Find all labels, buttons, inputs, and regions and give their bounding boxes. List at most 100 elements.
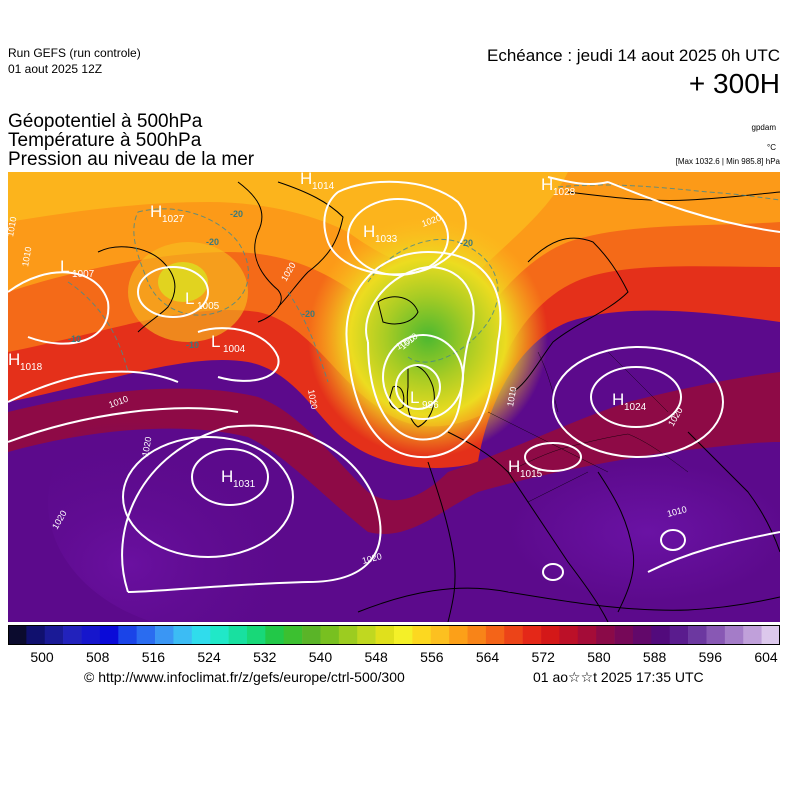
colorbar-tick-label: 548	[364, 649, 388, 665]
colorbar-swatch	[173, 625, 193, 645]
svg-text:L: L	[410, 388, 419, 407]
colorbar-swatch	[706, 625, 726, 645]
colorbar-tick-label: 516	[141, 649, 166, 665]
isobar-label: 1010	[20, 246, 33, 267]
low-pressure-center-1004: L 1004	[211, 332, 246, 355]
colorbar-tick-label: 572	[531, 649, 555, 665]
colorbar-swatch	[265, 625, 285, 645]
colorbar-tick-label: 596	[698, 649, 722, 665]
colorbar-swatch	[632, 625, 652, 645]
colorbar-swatch	[559, 625, 579, 645]
high-pressure-center-1015: H 1015	[508, 457, 543, 480]
colorbar-swatch	[485, 625, 505, 645]
source-url[interactable]: © http://www.infoclimat.fr/z/gefs/europe…	[84, 669, 405, 685]
colorbar-swatch	[596, 625, 615, 645]
colorbar-swatch	[688, 625, 707, 645]
svg-text:H: H	[363, 222, 375, 241]
svg-text:1033: 1033	[375, 234, 398, 245]
isotherm-label: -20	[230, 209, 243, 219]
svg-text:1024: 1024	[624, 402, 647, 413]
svg-text:H: H	[150, 202, 162, 221]
isotherm-label: -20	[206, 237, 219, 247]
isobar-label: 1020	[140, 436, 153, 457]
colorbar-swatch	[541, 625, 560, 645]
svg-text:1031: 1031	[233, 479, 256, 490]
param-geopotential: Géopotentiel à 500hPa	[8, 111, 203, 132]
colorbar-swatch	[8, 625, 27, 645]
high-pressure-center-1033: H 1033	[363, 222, 398, 245]
svg-text:1028: 1028	[553, 187, 576, 198]
svg-text:986: 986	[422, 400, 439, 411]
colorbar-swatch	[228, 625, 248, 645]
low-pressure-center-1007: L 1007	[60, 257, 95, 280]
forecast-horizon: + 300H	[688, 68, 780, 99]
colorbar-swatch	[504, 625, 523, 645]
svg-text:1004: 1004	[223, 344, 246, 355]
colorbar-swatch	[651, 625, 671, 645]
isobar-label: 1010	[505, 386, 518, 407]
svg-text:H: H	[221, 467, 233, 486]
colorbar-tick-label: 508	[86, 649, 110, 665]
isotherm-label: -20	[302, 309, 315, 319]
generation-date: 01 ao☆☆t 2025 17:35 UTC	[533, 669, 704, 685]
isotherms	[67, 184, 780, 383]
svg-text:H: H	[8, 350, 20, 369]
colorbar-swatch	[412, 625, 432, 645]
svg-text:1005: 1005	[197, 301, 220, 312]
colorbar-tick-label: 604	[754, 649, 778, 665]
colorbar-tick-label: 564	[475, 649, 500, 665]
colorbar-swatch	[155, 625, 174, 645]
colorbar-swatch	[63, 625, 82, 645]
svg-text:L: L	[60, 257, 69, 276]
svg-text:1027: 1027	[162, 214, 185, 225]
isobar-label: 1020	[306, 389, 319, 410]
colorbar-tick-label: 540	[308, 649, 333, 665]
colorbar-tick-label: 580	[587, 649, 611, 665]
high-pressure-center-1024: H 1024	[612, 390, 647, 413]
svg-text:H: H	[612, 390, 624, 409]
colorbar-swatch	[338, 625, 358, 645]
svg-text:1014: 1014	[312, 181, 335, 192]
colorbar-swatch	[761, 625, 780, 645]
colorbar-swatch	[394, 625, 413, 645]
colorbar-swatch	[118, 625, 137, 645]
isotherm-label: -10	[186, 340, 199, 350]
colorbar	[8, 625, 780, 645]
colorbar-swatch	[320, 625, 340, 645]
svg-text:1015: 1015	[520, 469, 543, 480]
svg-text:H: H	[541, 175, 553, 194]
unit-celsius: °C	[767, 143, 776, 152]
svg-text:1018: 1018	[20, 362, 43, 373]
svg-text:1007: 1007	[72, 269, 95, 280]
isotherm-label: -20	[460, 238, 473, 248]
colorbar-tick-label: 556	[420, 649, 444, 665]
param-pressure: Pression au niveau de la mer	[8, 149, 255, 170]
high-pressure-center-1031: H 1031	[221, 467, 256, 490]
colorbar-swatch	[614, 625, 634, 645]
colorbar-swatch	[743, 625, 762, 645]
colorbar-swatch	[357, 625, 376, 645]
colorbar-swatch	[669, 625, 689, 645]
high-pressure-center-1027: H 1027	[150, 202, 185, 225]
svg-text:H: H	[300, 172, 312, 188]
colorbar-swatch	[191, 625, 211, 645]
colorbar-swatch	[449, 625, 468, 645]
colorbar-swatch	[302, 625, 321, 645]
colorbar-swatch	[522, 625, 542, 645]
colorbar-swatch	[99, 625, 119, 645]
colorbar-tick-label: 500	[30, 649, 54, 665]
svg-text:L: L	[185, 289, 194, 308]
unit-gpdam: gpdam	[751, 123, 776, 132]
forecast-time: Echéance : jeudi 14 aout 2025 0h UTC	[487, 46, 780, 65]
isobar-label: 1010	[8, 216, 18, 237]
colorbar-swatch	[375, 625, 395, 645]
colorbar-swatch	[724, 625, 744, 645]
svg-text:H: H	[508, 457, 520, 476]
colorbar-swatch	[210, 625, 229, 645]
colorbar-swatch	[136, 625, 156, 645]
colorbar-tick-label: 524	[197, 649, 221, 665]
colorbar-swatch	[81, 625, 101, 645]
run-title: Run GEFS (run controle)	[8, 46, 141, 60]
